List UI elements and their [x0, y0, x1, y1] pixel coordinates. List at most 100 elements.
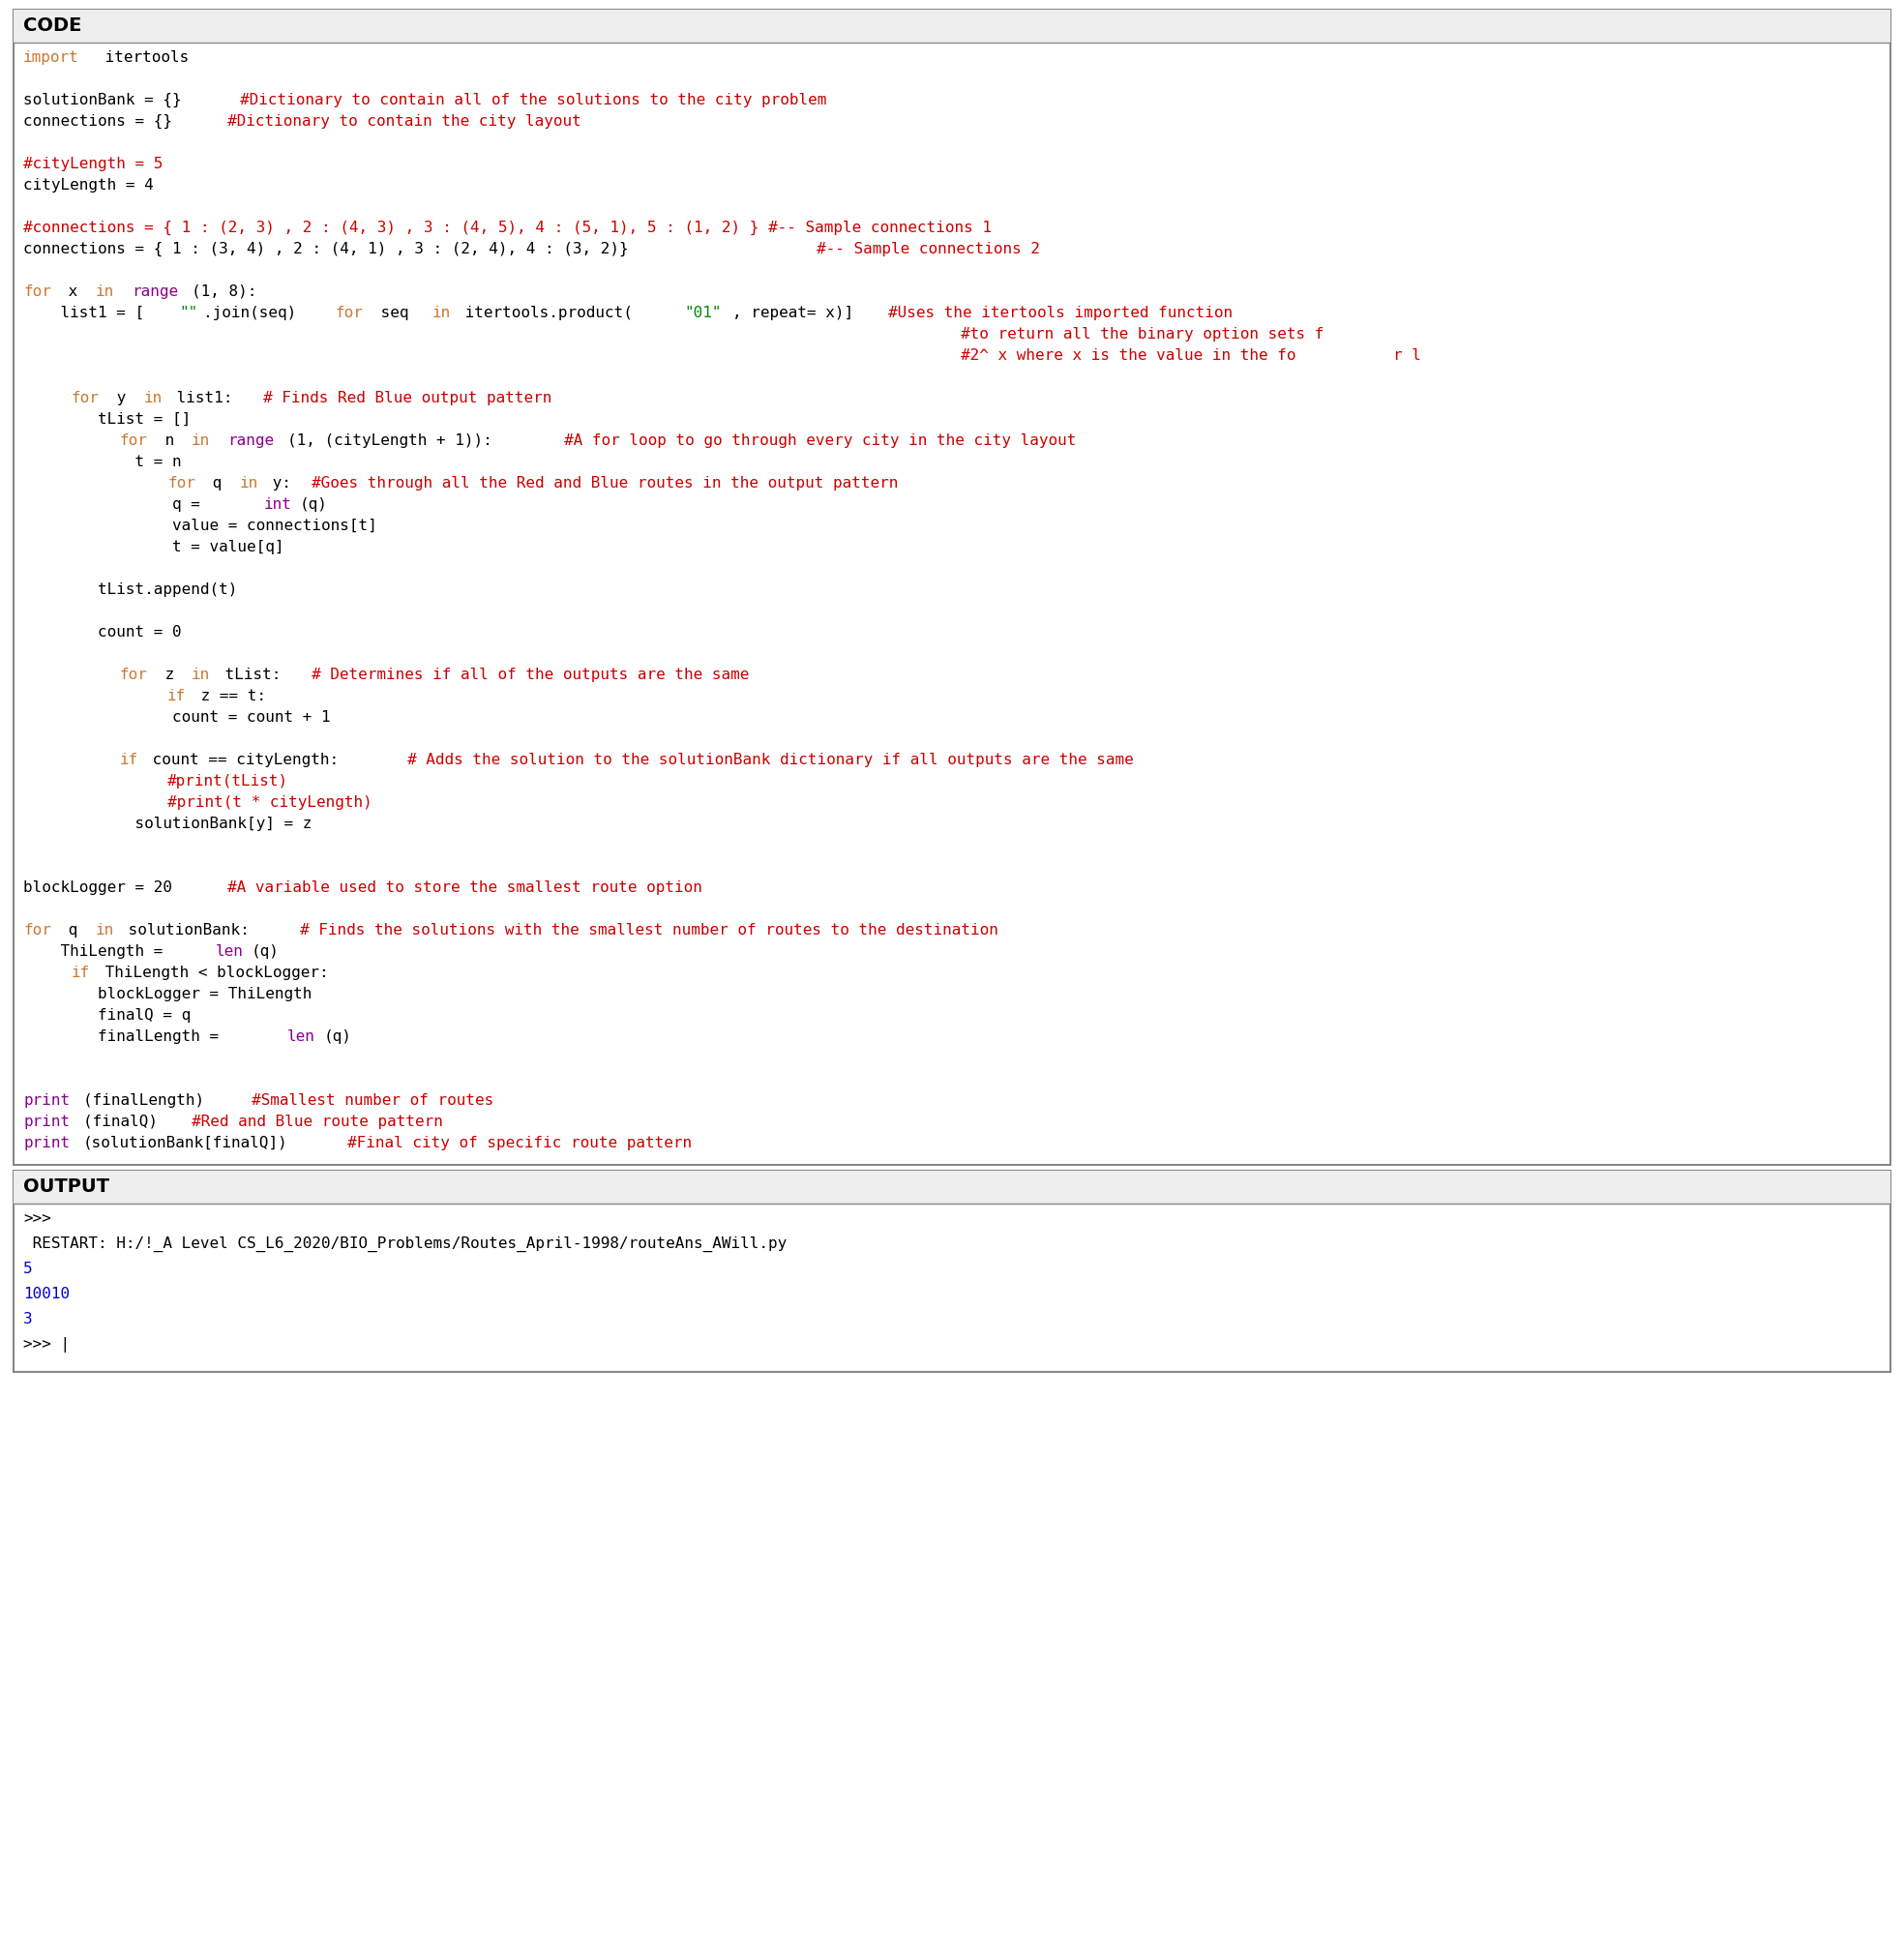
Text: y: y: [107, 391, 135, 406]
Text: (1, 8):: (1, 8):: [192, 284, 257, 298]
Text: #Red and Blue route pattern: #Red and Blue route pattern: [192, 1115, 444, 1130]
Text: in: in: [192, 433, 209, 449]
Text: # Determines if all of the outputs are the same: # Determines if all of the outputs are t…: [312, 668, 750, 683]
Text: if: if: [70, 966, 89, 979]
Text: for: for: [168, 476, 196, 490]
Text: in: in: [192, 668, 209, 683]
Text: import: import: [23, 50, 80, 64]
Text: if: if: [120, 753, 137, 766]
Text: finalQ = q: finalQ = q: [23, 1008, 190, 1022]
Text: cityLength = 4: cityLength = 4: [23, 178, 154, 194]
Text: value = connections[t]: value = connections[t]: [23, 519, 377, 532]
Text: #Dictionary to contain all of the solutions to the city problem: #Dictionary to contain all of the soluti…: [240, 93, 826, 106]
Text: in: in: [95, 284, 114, 298]
Text: (q): (q): [299, 497, 327, 511]
Text: # Finds Red Blue output pattern: # Finds Red Blue output pattern: [263, 391, 552, 406]
Bar: [13, 1171, 1891, 1204]
Text: connections = {}: connections = {}: [23, 114, 181, 130]
Text: itertools.product(: itertools.product(: [455, 306, 632, 319]
Text: (finalQ): (finalQ): [84, 1115, 168, 1130]
Text: 10010: 10010: [23, 1287, 70, 1300]
Text: (q): (q): [251, 944, 280, 958]
Text: for: for: [23, 923, 51, 938]
Text: for: for: [23, 284, 51, 298]
Bar: [13, 10, 1891, 43]
Text: .join(seq): .join(seq): [204, 306, 307, 319]
Text: #cityLength = 5: #cityLength = 5: [23, 157, 164, 172]
Text: in: in: [95, 923, 114, 938]
Text: blockLogger = ThiLength: blockLogger = ThiLength: [23, 987, 312, 1002]
Bar: [13, 1171, 1891, 1372]
Text: #A variable used to store the smallest route option: #A variable used to store the smallest r…: [227, 880, 703, 894]
Text: q =: q =: [23, 497, 209, 511]
Text: # Adds the solution to the solutionBank dictionary if all outputs are the same: # Adds the solution to the solutionBank …: [407, 753, 1135, 766]
Text: blockLogger = 20: blockLogger = 20: [23, 880, 181, 894]
Text: #-- Sample connections 2: #-- Sample connections 2: [817, 242, 1040, 255]
Text: #print(t * cityLength): #print(t * cityLength): [168, 795, 373, 809]
Text: len: len: [215, 944, 244, 958]
Text: range: range: [131, 284, 177, 298]
Text: , repeat= x)]: , repeat= x)]: [733, 306, 853, 319]
Text: len: len: [288, 1029, 316, 1045]
Text: (finalLength): (finalLength): [84, 1093, 213, 1107]
Text: if: if: [168, 689, 187, 702]
Text: seq: seq: [371, 306, 419, 319]
Text: x: x: [59, 284, 88, 298]
Text: RESTART: H:/!_A Level CS_L6_2020/BIO_Problems/Routes_April-1998/routeAns_AWill.p: RESTART: H:/!_A Level CS_L6_2020/BIO_Pro…: [23, 1236, 786, 1252]
Text: z: z: [156, 668, 183, 683]
Text: count == cityLength:: count == cityLength:: [143, 753, 348, 766]
Text: #Final city of specific route pattern: #Final city of specific route pattern: [348, 1136, 693, 1149]
Text: "01": "01": [684, 306, 722, 319]
Text: tList.append(t): tList.append(t): [23, 582, 238, 596]
Text: 5: 5: [23, 1262, 32, 1277]
Text: ThiLength =: ThiLength =: [23, 944, 171, 958]
Text: print: print: [23, 1136, 70, 1149]
Text: n: n: [156, 433, 183, 449]
Text: itertools: itertools: [95, 50, 188, 64]
Text: in: in: [240, 476, 259, 490]
Bar: [13, 10, 1891, 1165]
Text: #to return all the binary option sets f: #to return all the binary option sets f: [960, 327, 1323, 341]
Text: (1, (cityLength + 1)):: (1, (cityLength + 1)):: [288, 433, 503, 449]
Text: r l: r l: [1394, 348, 1420, 364]
Text: list1 = [: list1 = [: [23, 306, 145, 319]
Text: 3: 3: [23, 1312, 32, 1327]
Text: #2^ x where x is the value in the fo: #2^ x where x is the value in the fo: [960, 348, 1295, 364]
Text: print: print: [23, 1093, 70, 1107]
Text: in: in: [143, 391, 162, 406]
Text: finalLength =: finalLength =: [23, 1029, 228, 1045]
Text: q: q: [59, 923, 88, 938]
Text: count = count + 1: count = count + 1: [23, 710, 331, 724]
Text: #Uses the itertools imported function: #Uses the itertools imported function: [889, 306, 1234, 319]
Text: #A for loop to go through every city in the city layout: #A for loop to go through every city in …: [564, 433, 1076, 449]
Text: y:: y:: [263, 476, 301, 490]
Text: z == t:: z == t:: [192, 689, 267, 702]
Text: solutionBank:: solutionBank:: [120, 923, 259, 938]
Text: (q): (q): [324, 1029, 352, 1045]
Text: count = 0: count = 0: [23, 625, 181, 639]
Text: t = value[q]: t = value[q]: [23, 540, 284, 553]
Text: # Finds the solutions with the smallest number of routes to the destination: # Finds the solutions with the smallest …: [299, 923, 998, 938]
Text: in: in: [432, 306, 451, 319]
Text: ThiLength < blockLogger:: ThiLength < blockLogger:: [95, 966, 327, 979]
Text: #Goes through all the Red and Blue routes in the output pattern: #Goes through all the Red and Blue route…: [312, 476, 899, 490]
Text: range: range: [227, 433, 274, 449]
Text: "": "": [179, 306, 198, 319]
Text: >>>: >>>: [23, 1211, 51, 1227]
Text: for: for: [120, 433, 147, 449]
Text: for: for: [120, 668, 147, 683]
Text: #Smallest number of routes: #Smallest number of routes: [251, 1093, 493, 1107]
Text: for: for: [335, 306, 364, 319]
Text: #connections = { 1 : (2, 3) , 2 : (4, 3) , 3 : (4, 5), 4 : (5, 1), 5 : (1, 2) } : #connections = { 1 : (2, 3) , 2 : (4, 3)…: [23, 221, 992, 236]
Text: list1:: list1:: [168, 391, 242, 406]
Text: int: int: [263, 497, 291, 511]
Text: solutionBank = {}: solutionBank = {}: [23, 93, 190, 108]
Text: tList:: tList:: [215, 668, 289, 683]
Text: #print(tList): #print(tList): [168, 774, 289, 789]
Text: CODE: CODE: [23, 17, 82, 35]
Text: connections = { 1 : (3, 4) , 2 : (4, 1) , 3 : (2, 4), 4 : (3, 2)}: connections = { 1 : (3, 4) , 2 : (4, 1) …: [23, 242, 638, 257]
Text: solutionBank[y] = z: solutionBank[y] = z: [23, 817, 312, 832]
Text: >>> |: >>> |: [23, 1337, 70, 1353]
Text: q: q: [204, 476, 232, 490]
Text: print: print: [23, 1115, 70, 1130]
